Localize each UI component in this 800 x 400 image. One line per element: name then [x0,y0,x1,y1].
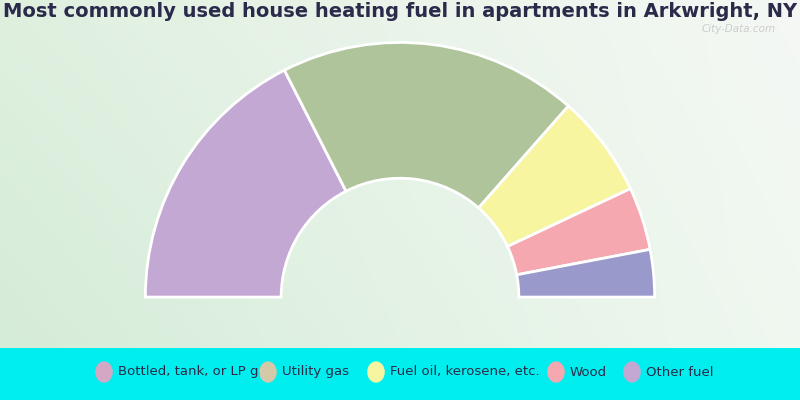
Text: Bottled, tank, or LP gas: Bottled, tank, or LP gas [118,366,273,378]
Wedge shape [507,189,650,275]
Text: Utility gas: Utility gas [282,366,349,378]
Text: City-Data.com: City-Data.com [702,24,776,34]
Ellipse shape [367,361,385,383]
Text: Other fuel: Other fuel [646,366,713,378]
Ellipse shape [623,361,641,383]
Text: Fuel oil, kerosene, etc.: Fuel oil, kerosene, etc. [390,366,539,378]
Ellipse shape [259,361,277,383]
Wedge shape [284,42,568,208]
Wedge shape [146,70,346,297]
Text: Wood: Wood [570,366,606,378]
Ellipse shape [547,361,565,383]
Ellipse shape [95,361,113,383]
Wedge shape [478,106,630,246]
Wedge shape [517,249,654,297]
Text: Most commonly used house heating fuel in apartments in Arkwright, NY: Most commonly used house heating fuel in… [3,2,797,21]
